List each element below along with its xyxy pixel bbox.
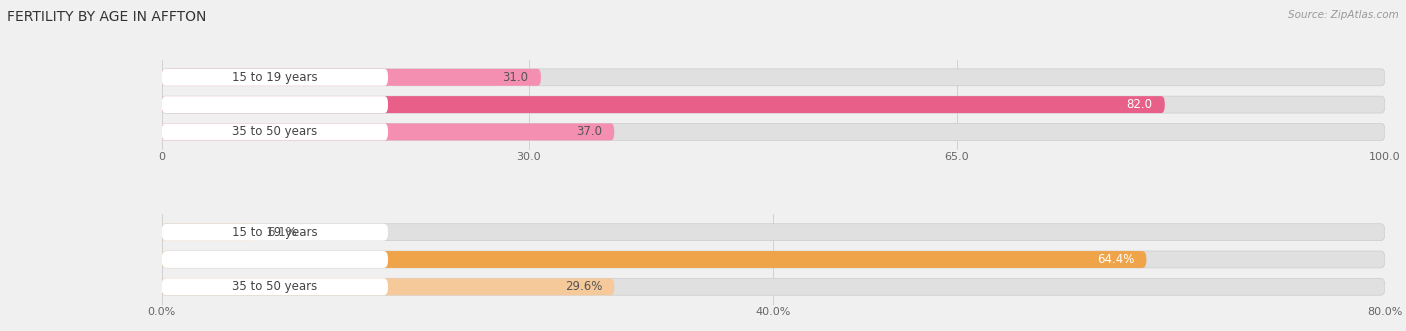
FancyBboxPatch shape xyxy=(162,96,388,113)
FancyBboxPatch shape xyxy=(162,69,1385,86)
Text: 31.0: 31.0 xyxy=(503,71,529,84)
FancyBboxPatch shape xyxy=(162,123,388,140)
FancyBboxPatch shape xyxy=(162,224,1385,241)
Text: 29.6%: 29.6% xyxy=(565,280,602,293)
FancyBboxPatch shape xyxy=(162,123,1385,140)
FancyBboxPatch shape xyxy=(162,224,254,241)
Text: 64.4%: 64.4% xyxy=(1097,253,1135,266)
FancyBboxPatch shape xyxy=(162,96,1164,113)
Text: 82.0: 82.0 xyxy=(1126,98,1153,111)
Text: FERTILITY BY AGE IN AFFTON: FERTILITY BY AGE IN AFFTON xyxy=(7,10,207,24)
Text: 35 to 50 years: 35 to 50 years xyxy=(232,125,318,138)
FancyBboxPatch shape xyxy=(162,96,1385,113)
FancyBboxPatch shape xyxy=(162,69,388,86)
FancyBboxPatch shape xyxy=(162,278,388,295)
Text: 20 to 34 years: 20 to 34 years xyxy=(232,98,318,111)
Text: 15 to 19 years: 15 to 19 years xyxy=(232,226,318,239)
Text: 20 to 34 years: 20 to 34 years xyxy=(232,253,318,266)
Text: 37.0: 37.0 xyxy=(576,125,602,138)
FancyBboxPatch shape xyxy=(162,224,388,241)
FancyBboxPatch shape xyxy=(162,69,541,86)
FancyBboxPatch shape xyxy=(162,251,388,268)
Text: 15 to 19 years: 15 to 19 years xyxy=(232,71,318,84)
FancyBboxPatch shape xyxy=(162,278,614,295)
FancyBboxPatch shape xyxy=(162,251,1146,268)
FancyBboxPatch shape xyxy=(162,251,1385,268)
Text: Source: ZipAtlas.com: Source: ZipAtlas.com xyxy=(1288,10,1399,20)
FancyBboxPatch shape xyxy=(162,123,614,140)
Text: 6.1%: 6.1% xyxy=(267,226,297,239)
FancyBboxPatch shape xyxy=(162,278,1385,295)
Text: 35 to 50 years: 35 to 50 years xyxy=(232,280,318,293)
